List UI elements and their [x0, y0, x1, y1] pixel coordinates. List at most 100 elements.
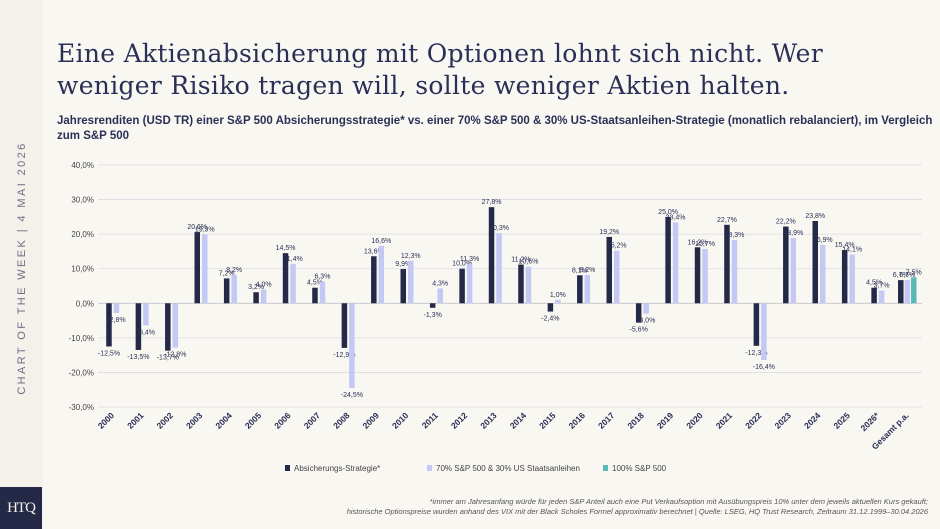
x-tick-label: 2020	[684, 410, 705, 431]
bar-70-s-p-500-30-us-staatsanleihen	[202, 234, 208, 304]
legend-label: 100% S&P 500	[612, 464, 667, 473]
x-tick-label: 2013	[478, 410, 499, 431]
data-label: 13,6%	[364, 248, 384, 255]
data-label: 15,4%	[835, 242, 855, 249]
bar-70-s-p-500-30-us-staatsanleihen	[172, 303, 179, 348]
bar-70-s-p-500-30-us-staatsanleihen	[672, 222, 679, 304]
data-label: 6,7%	[899, 272, 915, 279]
x-tick-label: 2009	[361, 410, 382, 431]
data-label: 8,2%	[579, 267, 595, 274]
data-label: 7,2%	[219, 270, 235, 277]
bar-70-s-p-500-30-us-staatsanleihen	[614, 250, 620, 304]
x-tick-label: 2008	[331, 410, 352, 431]
data-label: 16,9%	[813, 237, 833, 244]
bar-70-s-p-500-30-us-staatsanleihen	[525, 266, 532, 304]
x-tick-label: 2022	[743, 410, 764, 431]
bar-absicherungs-strategie-	[606, 236, 612, 304]
bar-70-s-p-500-30-us-staatsanleihen	[643, 303, 649, 314]
x-tick-label: 2005	[243, 410, 264, 431]
bar-70-s-p-500-30-us-staatsanleihen	[584, 274, 591, 304]
bar-70-s-p-500-30-us-staatsanleihen	[849, 254, 855, 304]
data-label: -12,3%	[745, 350, 767, 357]
data-label: 11,3%	[460, 256, 479, 263]
x-tick-label: 2017	[596, 410, 617, 431]
bar-absicherungs-strategie-	[459, 268, 465, 304]
bar-absicherungs-strategie-	[812, 221, 818, 304]
bar-70-s-p-500-30-us-staatsanleihen	[408, 260, 414, 304]
bar-70-s-p-500-30-us-staatsanleihen	[790, 237, 797, 304]
bar-absicherungs-strategie-	[341, 303, 348, 348]
data-label: 12,3%	[401, 253, 421, 260]
bar-absicherungs-strategie-	[898, 280, 904, 304]
legend-swatch	[427, 465, 432, 471]
bar-100-s-p-500	[911, 277, 917, 304]
data-label: 18,3%	[725, 232, 745, 239]
page-title: Eine Aktienabsicherung mit Optionen lohn…	[57, 39, 823, 100]
x-tick-label: 2006	[272, 410, 293, 431]
data-label: -2,4%	[541, 316, 559, 323]
data-label: 20,3%	[489, 225, 509, 232]
bar-absicherungs-strategie-	[518, 264, 524, 304]
bar-absicherungs-strategie-	[871, 287, 877, 304]
legend-swatch	[603, 465, 608, 471]
x-tick-label: 2021	[714, 410, 735, 431]
data-label: 4,3%	[432, 280, 448, 287]
data-label: 14,1%	[842, 247, 862, 254]
bar-absicherungs-strategie-	[282, 253, 289, 304]
y-tick-label: -20,0%	[69, 368, 94, 377]
bar-absicherungs-strategie-	[400, 269, 406, 304]
legend-swatch	[285, 465, 290, 471]
x-tick-label: 2011	[420, 410, 440, 430]
data-label: 6,3%	[314, 274, 330, 281]
footnote-line-1: *immer am Jahresanfang würde für jeden S…	[429, 497, 928, 506]
x-tick-label: 2004	[213, 410, 234, 431]
y-tick-label: 40,0%	[71, 161, 94, 170]
legend-label: Absicherungs-Strategie*	[294, 464, 380, 473]
x-tick-label: 2025	[831, 410, 852, 431]
data-label: 3,7%	[874, 282, 890, 289]
bar-70-s-p-500-30-us-staatsanleihen	[378, 245, 385, 304]
data-label: -12,5%	[98, 351, 120, 358]
data-label: -12,9%	[333, 352, 355, 359]
sidebar: CHART OF THE WEEK | 4 MAI 2026 HTQ	[0, 0, 42, 529]
data-label: 14,5%	[276, 245, 296, 252]
data-label: 19,9%	[195, 226, 215, 233]
data-label: 15,7%	[695, 241, 715, 248]
y-tick-label: 10,0%	[71, 265, 94, 274]
bar-70-s-p-500-30-us-staatsanleihen	[349, 303, 355, 388]
bar-absicherungs-strategie-	[253, 292, 259, 304]
data-label: 23,8%	[805, 213, 825, 220]
bar-absicherungs-strategie-	[724, 224, 730, 304]
data-label: -13,7%	[157, 355, 179, 362]
bar-70-s-p-500-30-us-staatsanleihen	[904, 280, 911, 304]
x-tick-label: 2012	[449, 410, 470, 431]
data-label: 20,6%	[187, 224, 207, 231]
data-label: 22,2%	[776, 219, 796, 226]
bar-70-s-p-500-30-us-staatsanleihen	[231, 274, 237, 304]
x-tick-label: 2023	[773, 410, 794, 431]
x-tick-label: 2026*	[858, 410, 881, 433]
bar-70-s-p-500-30-us-staatsanleihen	[878, 290, 885, 304]
data-label: 23,4%	[666, 214, 686, 221]
bar-absicherungs-strategie-	[165, 303, 171, 351]
x-tick-label: 2015	[537, 410, 558, 431]
data-label: 8,1%	[572, 267, 588, 274]
x-tick-label: 2001	[125, 410, 146, 431]
y-tick-label: -30,0%	[69, 403, 94, 412]
data-label: -3,0%	[637, 318, 655, 325]
data-label: -2,8%	[107, 317, 125, 324]
bar-70-s-p-500-30-us-staatsanleihen	[290, 263, 296, 304]
data-label: 10,0%	[452, 261, 472, 268]
bar-absicherungs-strategie-	[429, 303, 436, 308]
data-label: -16,4%	[753, 364, 775, 371]
x-tick-label: 2007	[302, 410, 323, 431]
data-label: -13,5%	[127, 354, 149, 361]
bar-absicherungs-strategie-	[694, 247, 701, 304]
data-label: -12,8%	[164, 352, 186, 359]
y-tick-label: 30,0%	[71, 196, 94, 205]
legend-label: 70% S&P 500 & 30% US Staatsanleihen	[436, 464, 580, 473]
data-label: 11,4%	[283, 256, 302, 263]
data-label: 4,5%	[866, 280, 882, 287]
bar-absicherungs-strategie-	[665, 216, 671, 304]
